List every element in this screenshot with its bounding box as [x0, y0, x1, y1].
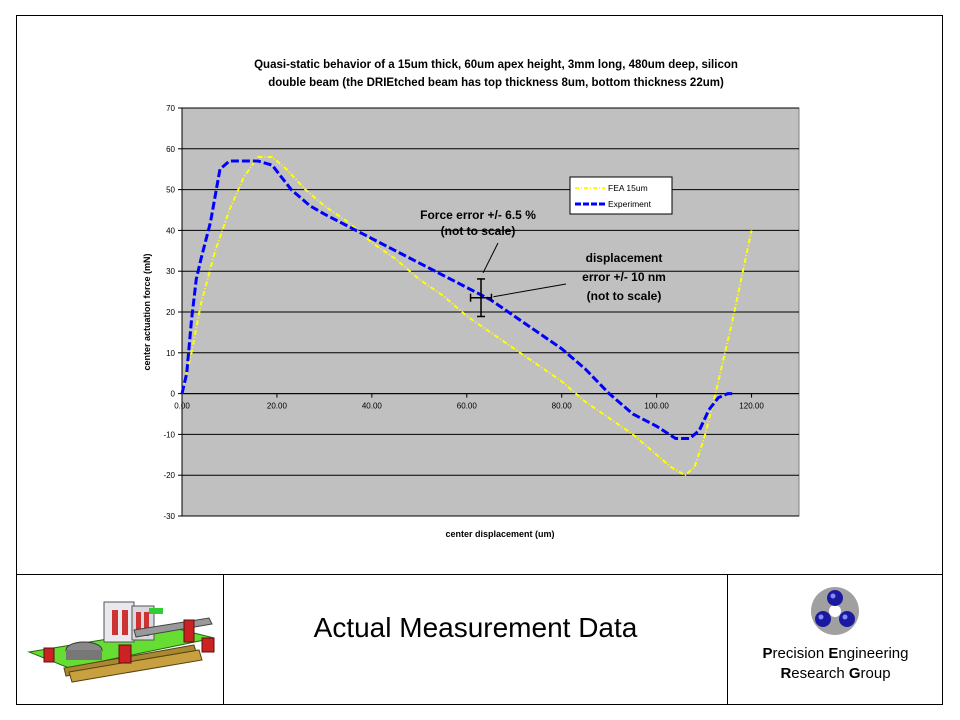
three-sphere-logo-icon — [811, 587, 859, 635]
footer-divider-left — [223, 574, 224, 705]
displacement-error-annotation: error +/- 10 nm — [582, 270, 666, 284]
y-tick-label: -30 — [163, 512, 175, 521]
y-tick-label: 30 — [166, 267, 175, 276]
x-tick-label: 60.00 — [457, 402, 478, 411]
series-line-experiment — [180, 159, 733, 440]
force-error-annotation: Force error +/- 6.5 % — [420, 208, 536, 222]
legend-label: FEA 15um — [608, 183, 648, 193]
y-tick-label: -10 — [163, 430, 175, 439]
footer-divider — [16, 574, 943, 575]
y-tick-label: 50 — [166, 186, 175, 195]
footer-divider-right — [727, 574, 728, 705]
flexure-mechanism-illustration-icon — [27, 601, 215, 683]
y-tick-label: 0 — [171, 390, 176, 399]
x-tick-label: 20.00 — [267, 402, 288, 411]
legend-box — [569, 176, 673, 215]
displacement-error-leader — [493, 283, 567, 298]
footer-title: Actual Measurement Data — [313, 612, 638, 643]
x-tick-label: 100.00 — [644, 402, 669, 411]
y-tick-label: 10 — [166, 349, 175, 358]
y-tick-label: 70 — [166, 104, 175, 113]
force-error-annotation: (not to scale) — [441, 224, 516, 238]
x-tick-label: 80.00 — [552, 402, 573, 411]
legend-label: Experiment — [608, 199, 652, 209]
x-tick-label: 120.00 — [739, 402, 764, 411]
force-displacement-chart: Quasi-static behavior of a 15um thick, 6… — [142, 59, 800, 539]
y-tick-label: 60 — [166, 145, 175, 154]
organization-name: Precision Engineering Research Group — [728, 644, 943, 684]
y-tick-label: 40 — [166, 226, 175, 235]
x-tick-label: 0.00 — [174, 402, 190, 411]
force-error-leader — [482, 242, 499, 274]
organization-line-2: Research Group — [780, 665, 891, 682]
displacement-error-annotation: displacement — [586, 251, 663, 265]
organization-line-1: Precision Engineering — [762, 645, 909, 662]
slide-frame — [16, 15, 943, 705]
chart-title-line-2: double beam (the DRIEtched beam has top … — [268, 77, 724, 89]
x-axis-label: center displacement (um) — [445, 529, 554, 539]
y-tick-label: -20 — [163, 471, 175, 480]
chart-title-line-1: Quasi-static behavior of a 15um thick, 6… — [254, 59, 738, 71]
y-axis-label: center actuation force (mN) — [142, 253, 152, 370]
displacement-error-annotation: (not to scale) — [587, 289, 662, 303]
y-tick-label: 20 — [166, 308, 175, 317]
series-line-fea-15um — [181, 155, 753, 477]
x-tick-label: 40.00 — [362, 402, 383, 411]
